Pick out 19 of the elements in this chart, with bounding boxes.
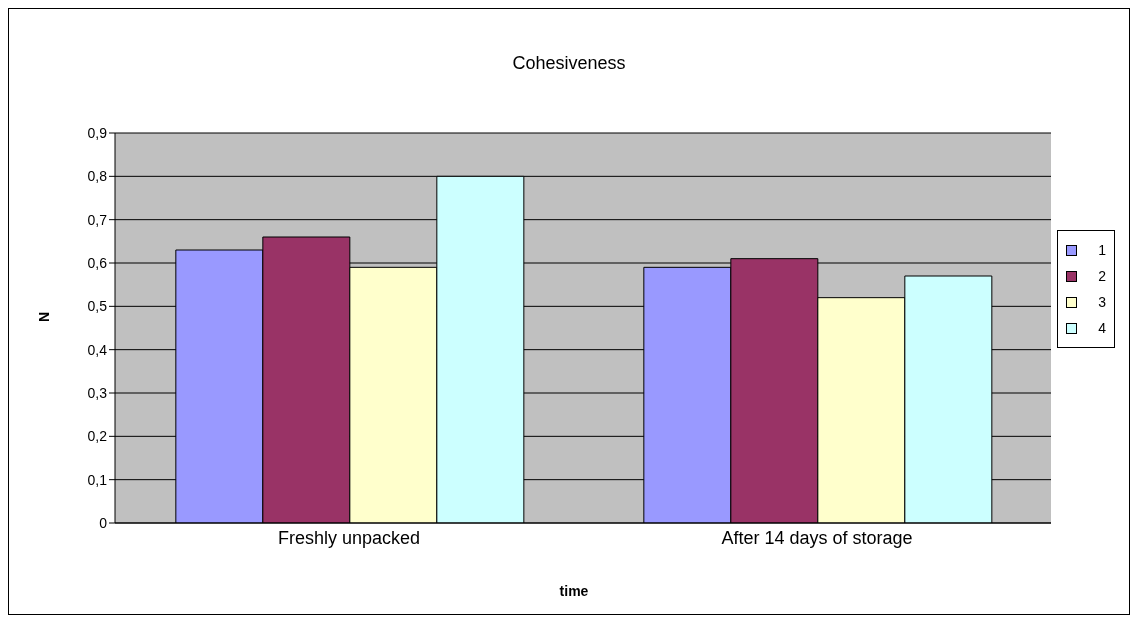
y-axis-title: N: [36, 311, 53, 323]
y-tick-label: 0: [99, 514, 108, 531]
legend-label: 4: [1098, 320, 1106, 336]
y-tick-label: 0,8: [87, 168, 108, 185]
y-tick-label: 0,4: [87, 341, 108, 358]
x-tick-label: After 14 days of storage: [721, 527, 913, 548]
legend-label: 1: [1098, 242, 1106, 258]
y-tick-label: 0,9: [87, 124, 108, 141]
y-tick-label: 0,6: [87, 254, 108, 271]
y-tick-label: 0,5: [87, 298, 108, 315]
x-tick-label: Freshly unpacked: [277, 527, 421, 548]
legend-label: 2: [1098, 268, 1106, 284]
chart-title: Cohesiveness: [511, 53, 627, 74]
y-tick-label: 0,3: [87, 384, 108, 401]
y-tick-label: 0,2: [87, 428, 108, 445]
legend-label: 3: [1098, 294, 1106, 310]
y-tick-label: 0,7: [87, 211, 108, 228]
y-tick-label: 0,1: [87, 471, 108, 488]
x-axis-title: time: [558, 583, 590, 599]
